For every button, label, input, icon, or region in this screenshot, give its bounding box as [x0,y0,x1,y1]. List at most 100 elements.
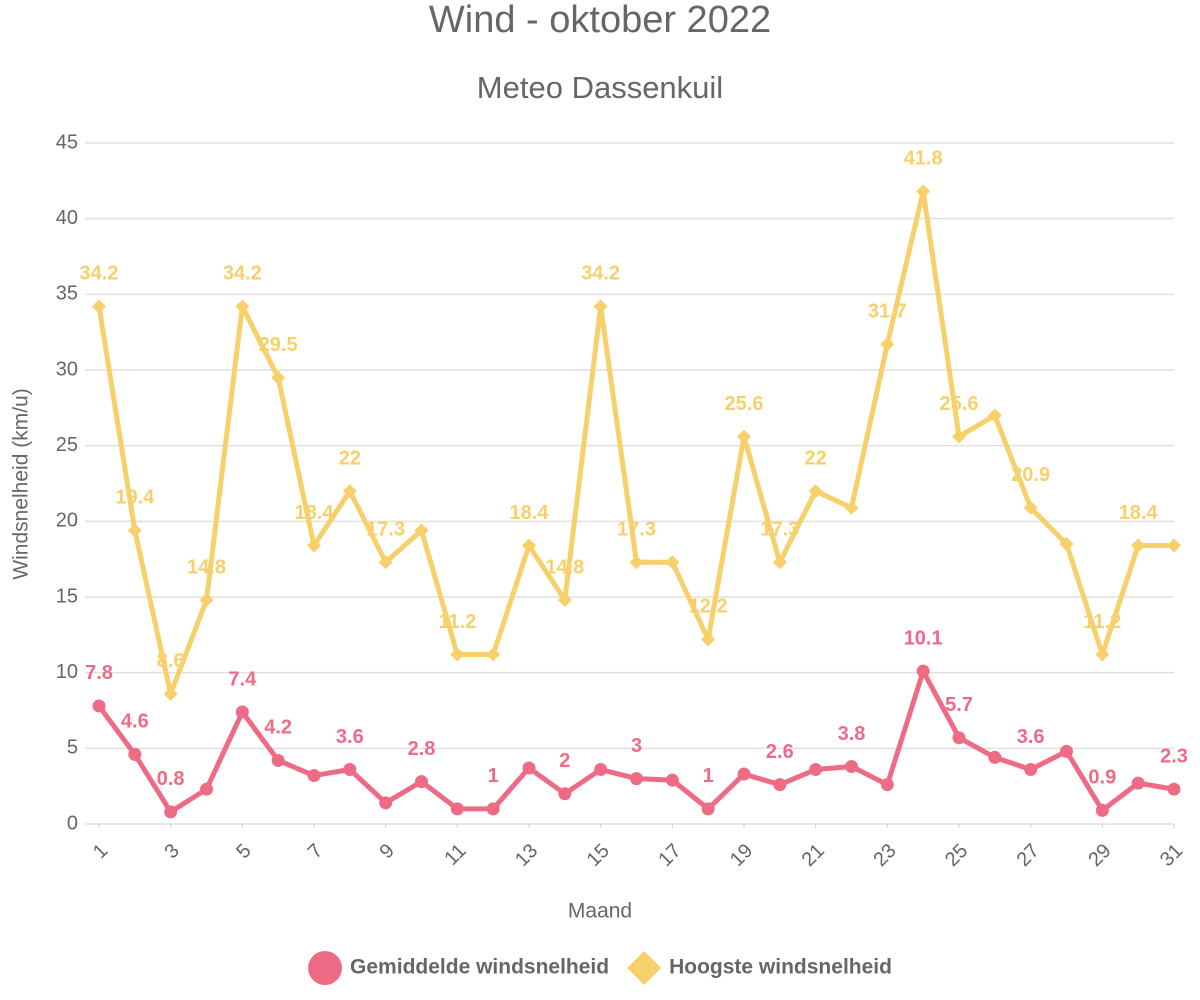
data-label: 18.4 [295,502,335,524]
x-tick-label: 17 [654,840,685,871]
point [701,632,716,647]
point [522,538,536,553]
point [450,647,465,662]
data-label: 7.8 [85,662,113,684]
point [1167,538,1181,553]
data-label: 17.3 [366,518,405,540]
point [737,767,751,781]
x-axis-title: Maand [568,900,632,923]
point [307,538,321,553]
data-label: 8.6 [157,650,185,672]
data-label: 0.9 [1088,767,1116,789]
data-label: 3.6 [336,726,364,748]
data-label: 4.2 [264,717,292,739]
point [1059,537,1074,552]
data-label: 18.4 [510,502,550,524]
data-label: 22 [805,447,827,469]
y-tick-label: 5 [67,737,78,759]
x-tick-label: 27 [1013,840,1044,871]
point [343,763,357,777]
y-tick-label: 40 [56,207,78,229]
point [844,500,859,515]
point [128,747,142,761]
x-tick-label: 31 [1156,840,1187,871]
point [987,408,1002,423]
chart-title: Wind - oktober 2022 [429,0,771,41]
x-tick-label: 23 [869,840,900,871]
point [271,370,286,385]
data-label: 17.3 [617,518,656,540]
point [809,763,823,777]
legend-item: Gemiddelde windsnelheid [308,951,609,985]
data-label: 3 [631,735,642,757]
point [271,753,285,767]
point [1095,647,1110,662]
x-tick-label: 29 [1084,840,1115,871]
data-label: 0.8 [157,768,185,790]
legend-marker [627,951,662,985]
point [342,484,357,499]
data-label: 34.2 [223,263,262,285]
point [737,429,751,444]
point [593,299,608,314]
y-tick-label: 20 [56,510,78,532]
point [988,750,1002,764]
x-tick-label: 7 [304,840,327,863]
y-tick-label: 0 [67,812,78,834]
data-label: 11.2 [1083,611,1121,633]
x-tick-label: 13 [511,840,542,871]
legend: Gemiddelde windsnelheid Hoogste windsnelh… [308,951,892,985]
point [630,772,643,786]
data-label: 20.9 [1011,464,1050,486]
point [1095,803,1109,817]
point [880,337,895,352]
data-label: 25.6 [725,393,764,415]
point [845,759,858,773]
y-tick-label: 45 [56,131,78,153]
point [1131,776,1145,790]
point [629,555,644,570]
point [558,787,572,801]
data-label: 2.3 [1160,745,1188,767]
point [1131,538,1146,553]
point [164,805,178,819]
data-label: 2 [559,750,570,772]
data-label: 3.8 [838,723,866,745]
point [1060,744,1073,758]
data-label: 3.6 [1017,726,1045,748]
point [916,664,930,678]
data-label: 1 [488,765,499,787]
point [808,484,823,499]
point [916,184,931,199]
x-tick-label: 11 [440,840,470,870]
point [952,731,966,745]
point [952,429,966,444]
y-tick-label: 10 [56,661,78,683]
legend-marker [308,951,343,985]
data-label: 17.3 [760,518,799,540]
point [378,555,393,570]
point [414,523,429,538]
data-label: 25.6 [940,393,979,415]
point [1023,500,1038,515]
point [199,593,214,608]
y-tick-label: 35 [56,283,78,305]
point [200,782,213,796]
y-tick-label: 15 [56,585,78,607]
x-tick-label: 3 [161,840,184,863]
data-label: 2.6 [766,741,794,763]
point [522,761,536,775]
point [307,769,321,783]
data-label: 14.8 [545,556,584,578]
point [92,699,106,713]
point [235,705,249,719]
data-label: 34.2 [581,263,620,285]
data-label: 41.8 [904,148,943,170]
point [557,593,572,608]
x-tick-label: 9 [376,840,399,863]
point [880,778,894,792]
y-tick-label: 30 [56,358,78,380]
point [235,299,250,314]
x-tick-label: 5 [232,840,255,863]
